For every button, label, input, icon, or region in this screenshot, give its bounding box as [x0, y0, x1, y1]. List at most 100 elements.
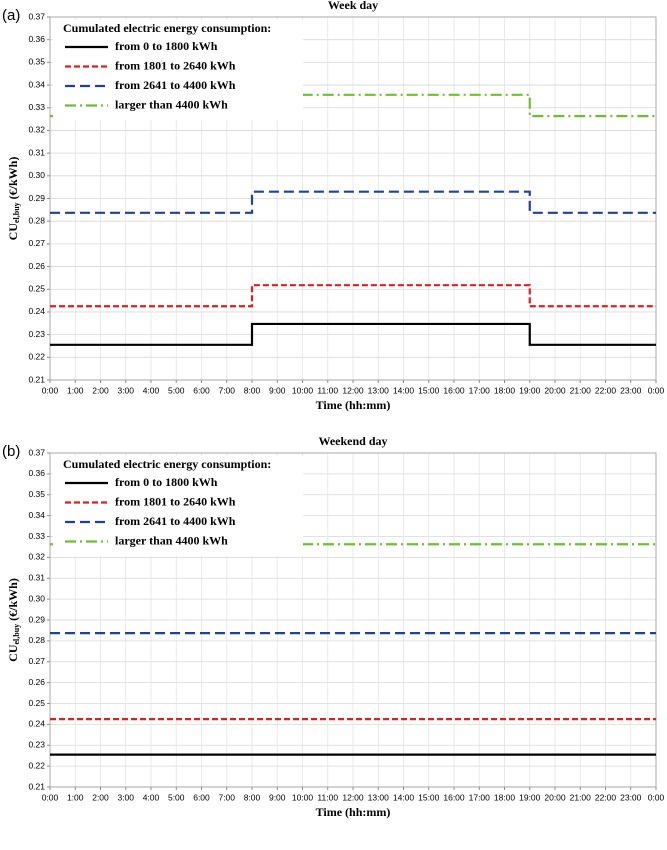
- x-tick-label: 2:00: [92, 792, 109, 802]
- y-tick-label: 0.30: [28, 170, 45, 180]
- x-tick-label: 11:00: [317, 385, 338, 395]
- x-tick-label: 13:00: [368, 385, 390, 395]
- legend-label: larger than 4400 kWh: [115, 533, 228, 547]
- y-tick-label: 0.26: [28, 677, 45, 687]
- x-tick-label: 0:00: [648, 792, 665, 802]
- x-tick-label: 3:00: [117, 385, 134, 395]
- y-axis-label-sub: el,buy: [12, 624, 21, 645]
- x-tick-label: 5:00: [168, 792, 185, 802]
- y-tick-label: 0.33: [28, 531, 45, 541]
- x-tick-label: 15:00: [418, 385, 440, 395]
- x-tick-label: 0:00: [42, 385, 59, 395]
- chart-title: Weekend day: [318, 434, 387, 448]
- y-axis-label-unit: (€/kWh): [6, 157, 20, 200]
- legend-title: Cumulated electric energy consumption:: [63, 21, 271, 35]
- x-tick-label: 8:00: [244, 792, 261, 802]
- chart-panel: Week day (a) 0.21 0.22 0.23 0.24 0.25 0.26 0.27 0…: [2, 0, 665, 412]
- x-tick-label: 13:00: [368, 792, 390, 802]
- y-tick-label: 0.25: [28, 284, 45, 294]
- x-tick-label: 14:00: [393, 385, 415, 395]
- x-tick-label: 23:00: [620, 385, 642, 395]
- legend-label: from 0 to 1800 kWh: [115, 475, 218, 489]
- x-tick-label: 11:00: [317, 792, 338, 802]
- x-tick-label: 18:00: [494, 385, 516, 395]
- plot-frame: [49, 452, 657, 788]
- legend-label: larger than 4400 kWh: [115, 97, 228, 111]
- x-tick-label: 4:00: [143, 385, 160, 395]
- x-axis-label: Time (hh:mm): [316, 398, 391, 412]
- x-tick-label: 7:00: [218, 792, 235, 802]
- x-tick-label: 7:00: [218, 385, 235, 395]
- x-tick-label: 19:00: [519, 792, 541, 802]
- legend-label: from 2641 to 4400 kWh: [115, 78, 236, 92]
- x-tick-label: 10:00: [292, 385, 314, 395]
- y-tick-label: 0.35: [28, 57, 45, 67]
- legend-box: [53, 20, 303, 120]
- y-tick-label: 0.34: [28, 510, 45, 520]
- y-tick-label: 0.37: [28, 11, 45, 21]
- x-tick-label: 19:00: [519, 385, 541, 395]
- y-tick-label: 0.23: [28, 740, 45, 750]
- y-tick-label: 0.30: [28, 593, 45, 603]
- y-axis-label-sub: el,buy: [12, 202, 21, 223]
- y-tick-label: 0.21: [28, 374, 45, 384]
- x-tick-label: 0:00: [42, 792, 59, 802]
- y-tick-label: 0.31: [28, 573, 45, 583]
- y-tick-label: 0.28: [28, 215, 45, 225]
- x-tick-label: 1:00: [67, 385, 84, 395]
- y-tick-label: 0.35: [28, 489, 45, 499]
- y-tick-label: 0.29: [28, 614, 45, 624]
- chart-panel: Weekend day (b) 0.21 0.22 0.23 0.24 0.25 0.26 0.…: [2, 434, 665, 819]
- y-tick-label: 0.26: [28, 261, 45, 271]
- y-tick-label: 0.34: [28, 79, 45, 89]
- x-tick-label: 17:00: [469, 792, 491, 802]
- x-tick-label: 23:00: [620, 792, 642, 802]
- y-tick-label: 0.25: [28, 698, 45, 708]
- y-tick-label: 0.27: [28, 656, 45, 666]
- y-tick-label: 0.24: [28, 719, 45, 729]
- y-tick-label: 0.28: [28, 635, 45, 645]
- y-tick-label: 0.22: [28, 760, 45, 770]
- y-axis-label-unit: (€/kWh): [6, 578, 20, 621]
- legend-label: from 1801 to 2640 kWh: [115, 494, 236, 508]
- x-tick-label: 6:00: [193, 385, 210, 395]
- x-tick-label: 6:00: [193, 792, 210, 802]
- y-tick-label: 0.33: [28, 102, 45, 112]
- y-tick-label: 0.32: [28, 552, 45, 562]
- y-tick-label: 0.21: [28, 781, 45, 791]
- y-tick-label: 0.27: [28, 238, 45, 248]
- legend-box: [53, 456, 303, 556]
- panel-label: (a): [2, 7, 20, 24]
- chart-title: Week day: [328, 0, 378, 12]
- x-tick-label: 9:00: [269, 792, 286, 802]
- x-tick-label: 18:00: [494, 792, 516, 802]
- x-tick-label: 21:00: [570, 792, 592, 802]
- legend-label: from 1801 to 2640 kWh: [115, 58, 236, 72]
- x-tick-label: 0:00: [648, 385, 665, 395]
- y-tick-label: 0.36: [28, 34, 45, 44]
- x-tick-label: 15:00: [418, 792, 440, 802]
- legend-label: from 2641 to 4400 kWh: [115, 514, 236, 528]
- legend-title: Cumulated electric energy consumption:: [63, 457, 271, 471]
- series-line: [50, 284, 656, 308]
- x-tick-label: 22:00: [595, 385, 617, 395]
- x-tick-label: 8:00: [244, 385, 261, 395]
- y-tick-label: 0.32: [28, 125, 45, 135]
- x-tick-label: 20:00: [544, 385, 566, 395]
- x-tick-label: 12:00: [342, 792, 364, 802]
- x-tick-label: 14:00: [393, 792, 415, 802]
- x-tick-label: 12:00: [342, 385, 364, 395]
- legend-label: from 0 to 1800 kWh: [115, 39, 218, 53]
- panel-label: (b): [2, 443, 20, 460]
- x-tick-label: 16:00: [443, 385, 465, 395]
- series-line: [50, 322, 656, 346]
- y-axis-label-main: CU: [6, 223, 20, 241]
- x-tick-label: 17:00: [469, 385, 491, 395]
- x-tick-label: 9:00: [269, 385, 286, 395]
- x-tick-label: 4:00: [143, 792, 160, 802]
- x-tick-label: 16:00: [443, 792, 465, 802]
- y-tick-label: 0.23: [28, 329, 45, 339]
- x-tick-label: 1:00: [67, 792, 84, 802]
- series-line: [50, 190, 656, 214]
